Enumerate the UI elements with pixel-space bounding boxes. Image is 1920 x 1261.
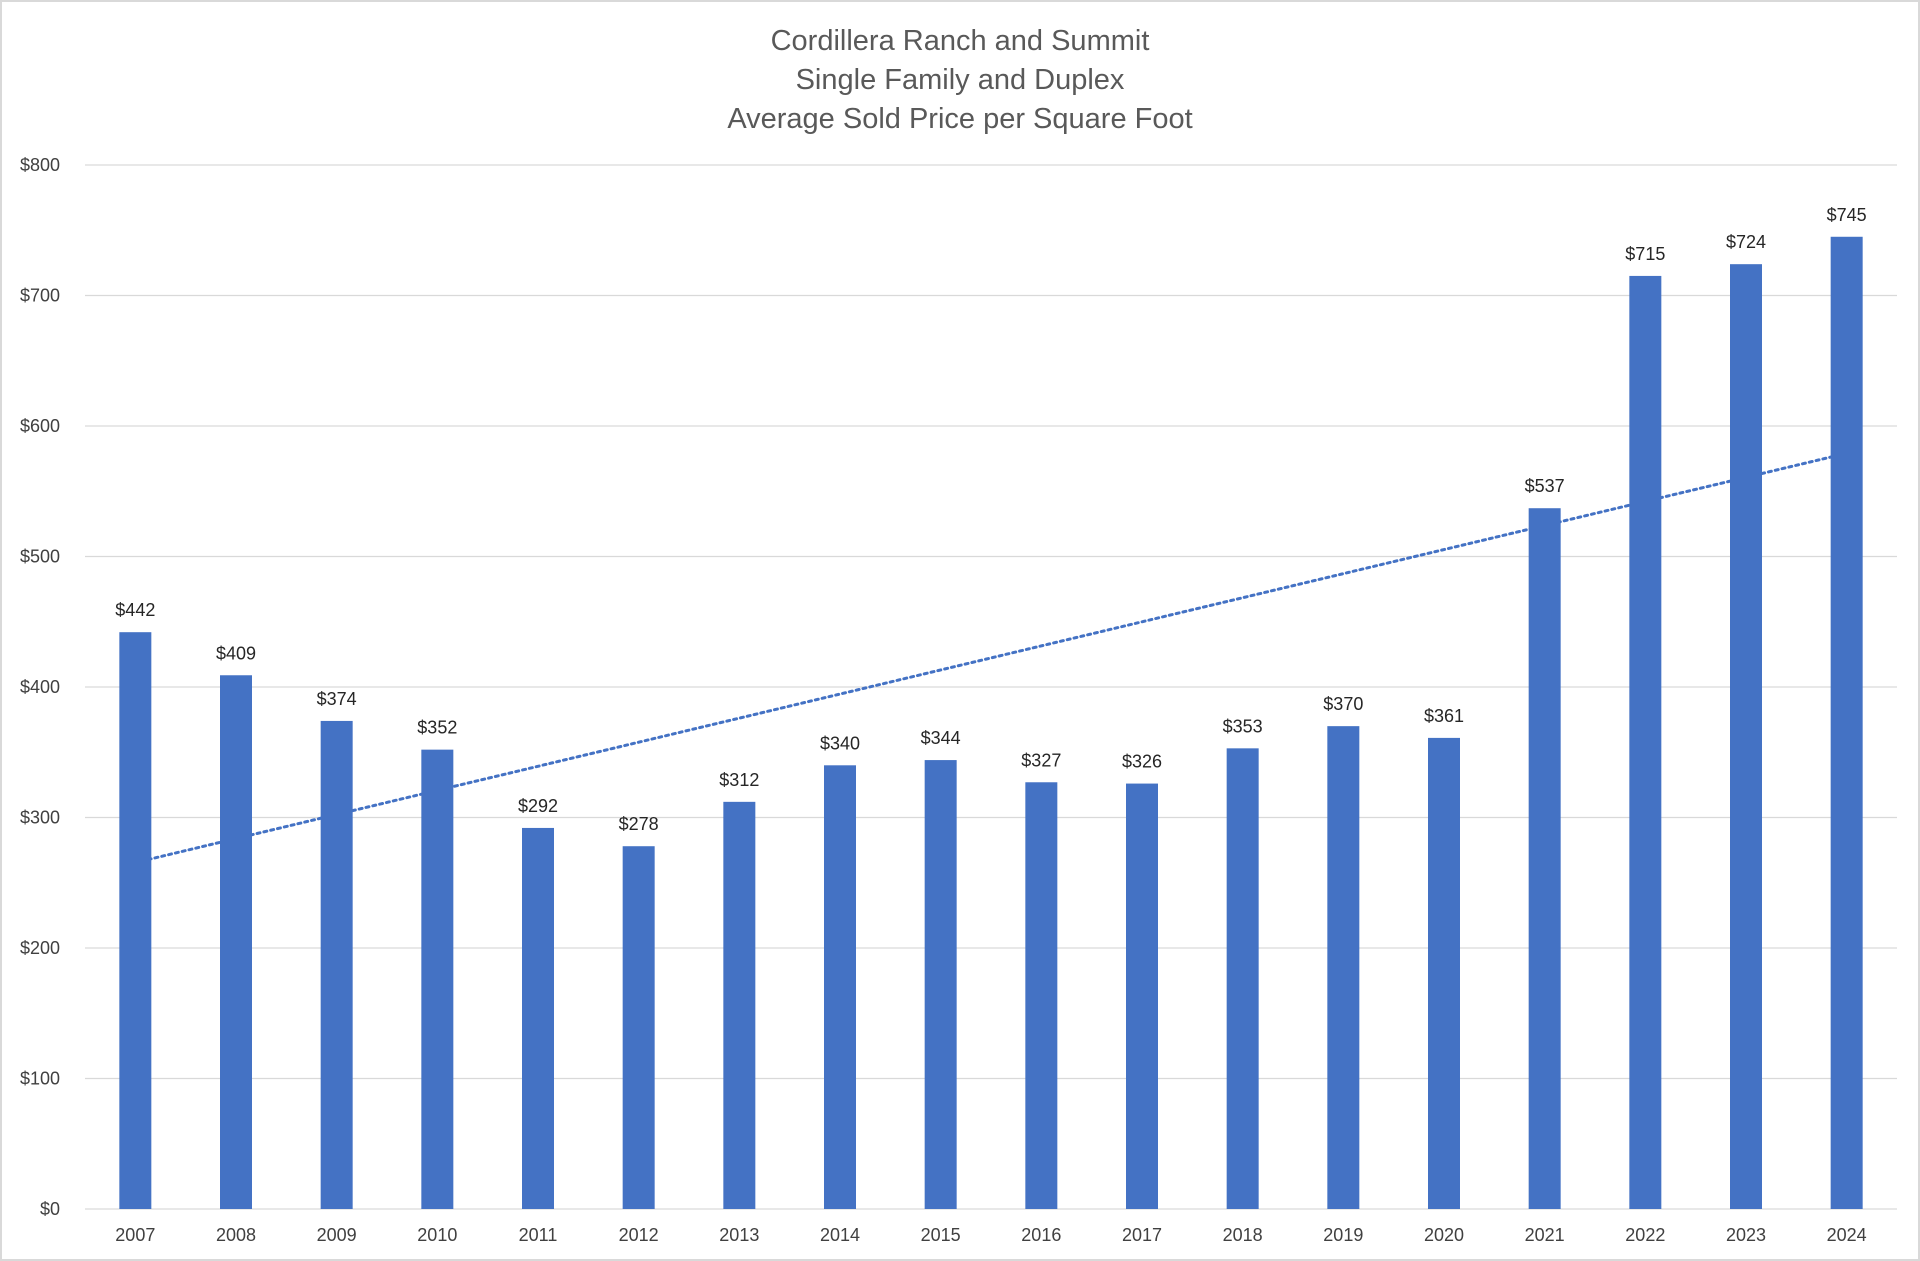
bar-2023: [1730, 264, 1762, 1209]
bar-2012: [622, 846, 655, 1209]
data-label-2010: $352: [417, 718, 457, 738]
bar-2021: [1528, 508, 1561, 1210]
data-label-2008: $409: [216, 643, 256, 663]
x-tick-label-2024: 2024: [1827, 1225, 1867, 1245]
gridlines: [85, 164, 1897, 1210]
y-tick-label-200: $200: [20, 938, 60, 958]
data-label-2023: $724: [1726, 232, 1766, 252]
data-label-2011: $292: [518, 796, 558, 816]
y-tick-label-0: $0: [40, 1199, 60, 1219]
x-tick-label-2017: 2017: [1122, 1225, 1162, 1245]
data-label-2016: $327: [1021, 750, 1061, 770]
x-tick-label-2016: 2016: [1021, 1225, 1061, 1245]
y-tick-label-600: $600: [20, 416, 60, 436]
chart-title-line-1: Cordillera Ranch and Summit: [771, 25, 1150, 57]
data-label-2021: $537: [1525, 476, 1565, 496]
bar-2019: [1327, 726, 1360, 1209]
data-label-2012: $278: [619, 814, 659, 834]
bar-2010: [421, 749, 454, 1209]
x-tick-label-2022: 2022: [1625, 1225, 1665, 1245]
y-tick-label-700: $700: [20, 286, 60, 306]
chart-title-line-3: Average Sold Price per Square Foot: [727, 103, 1192, 135]
bar-2014: [824, 765, 856, 1209]
data-label-2020: $361: [1424, 706, 1464, 726]
y-axis-tick-labels: $0 $100 $200 $300 $400 $500 $600 $700 $800: [20, 155, 60, 1219]
y-tick-label-500: $500: [20, 547, 60, 567]
y-tick-label-100: $100: [20, 1069, 60, 1089]
x-tick-label-2012: 2012: [619, 1225, 659, 1245]
data-label-2013: $312: [719, 770, 759, 790]
x-tick-label-2013: 2013: [719, 1225, 759, 1245]
x-tick-label-2009: 2009: [317, 1225, 357, 1245]
data-label-2022: $715: [1625, 244, 1665, 264]
data-label-2015: $344: [921, 728, 961, 748]
x-tick-label-2019: 2019: [1323, 1225, 1363, 1245]
bar-2013: [723, 801, 756, 1209]
x-axis-tick-labels: 2007 2008 2009 2010 2011 2012 2013 2014 2015 2016…: [115, 1225, 1866, 1245]
bar-2020: [1428, 737, 1460, 1209]
data-label-2024: $745: [1827, 205, 1867, 225]
trendline-line: [139, 453, 1843, 863]
data-labels: $442 $409 $374 $352 $292 $278 $312 $340 $344 $327…: [115, 205, 1866, 834]
bar-2022: [1629, 275, 1662, 1209]
data-label-2018: $353: [1223, 716, 1263, 736]
bar-2008: [220, 675, 252, 1209]
bar-2007: [119, 632, 152, 1209]
bar-2015: [924, 760, 957, 1209]
x-tick-label-2021: 2021: [1525, 1225, 1565, 1245]
bar-2018: [1226, 748, 1259, 1209]
data-label-2007: $442: [115, 600, 155, 620]
y-tick-label-300: $300: [20, 808, 60, 828]
x-tick-label-2018: 2018: [1223, 1225, 1263, 1245]
x-tick-label-2023: 2023: [1726, 1225, 1766, 1245]
bar-2009: [320, 720, 353, 1209]
x-tick-label-2010: 2010: [417, 1225, 457, 1245]
x-tick-label-2020: 2020: [1424, 1225, 1464, 1245]
data-label-2014: $340: [820, 733, 860, 753]
bar-2017: [1126, 783, 1158, 1209]
trendline: [139, 453, 1843, 863]
chart-title: Cordillera Ranch and Summit Single Famil…: [727, 25, 1192, 135]
data-label-2017: $326: [1122, 752, 1162, 772]
bar-2016: [1025, 782, 1058, 1209]
x-tick-label-2011: 2011: [519, 1225, 558, 1245]
bar-2011: [522, 827, 554, 1209]
x-tick-label-2007: 2007: [115, 1225, 155, 1245]
x-tick-label-2015: 2015: [921, 1225, 961, 1245]
chart-title-line-2: Single Family and Duplex: [796, 64, 1125, 96]
bar-2024: [1830, 236, 1863, 1209]
x-tick-label-2008: 2008: [216, 1225, 256, 1245]
data-label-2009: $374: [317, 689, 357, 709]
data-label-2019: $370: [1323, 694, 1363, 714]
y-tick-label-800: $800: [20, 155, 60, 175]
y-tick-label-400: $400: [20, 677, 60, 697]
bars: [119, 236, 1863, 1210]
x-tick-label-2014: 2014: [820, 1225, 860, 1245]
